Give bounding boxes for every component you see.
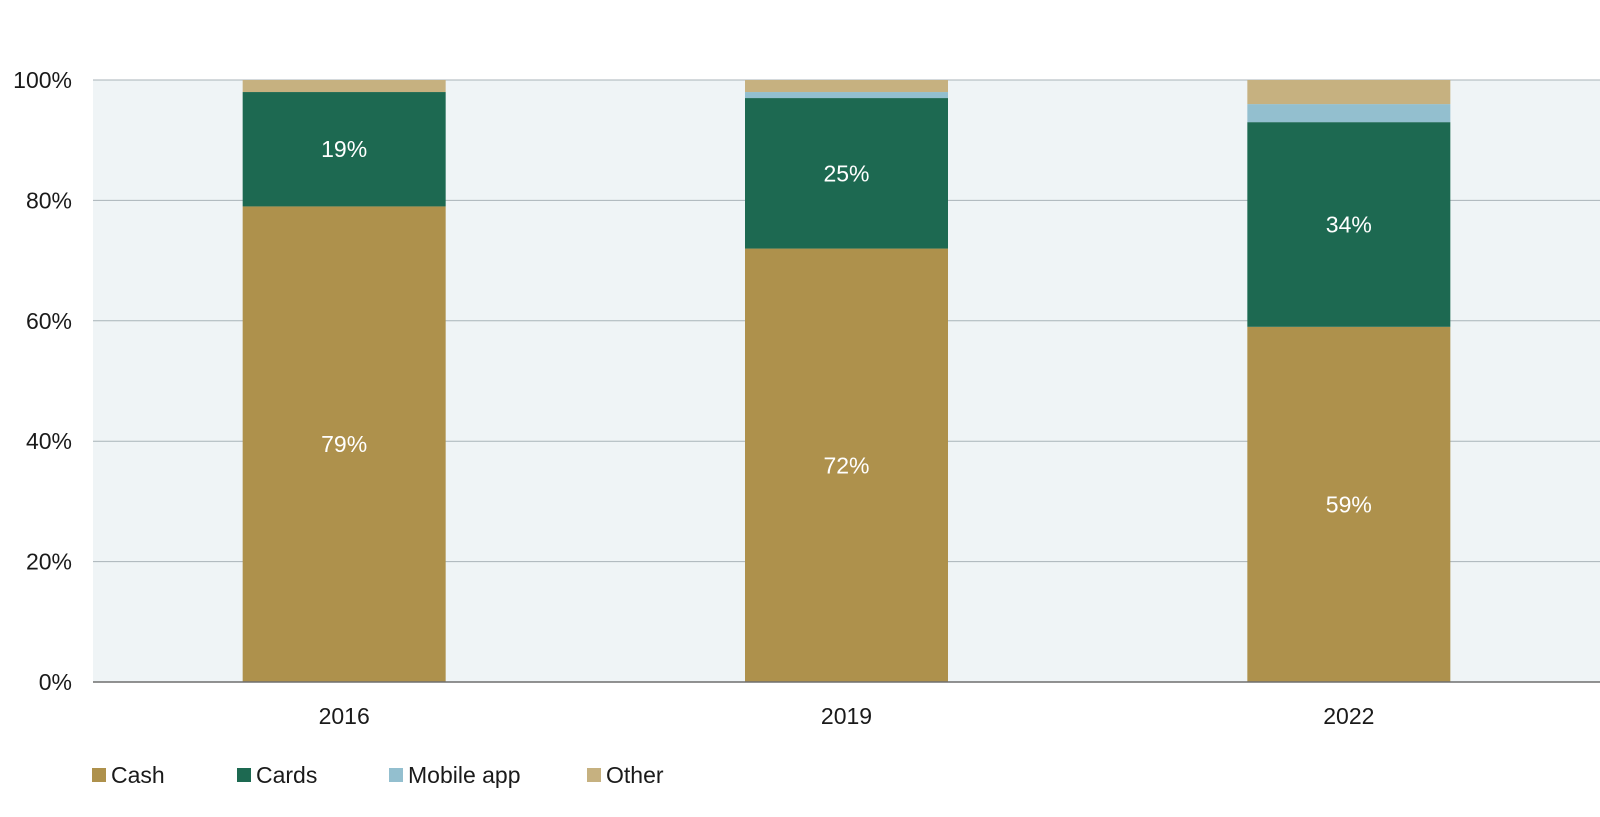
- x-axis-ticks: 2016 2019 2022: [319, 703, 1375, 729]
- bar-other-2019: [745, 80, 948, 93]
- bar-cash-2019: [745, 248, 948, 682]
- bar-cash-2022: [1247, 326, 1451, 682]
- x-tick-label-2016: 2016: [319, 703, 370, 729]
- data-label-cards-2016: 19%: [321, 136, 367, 162]
- bars: 79% 19% 72% 25% 59% 34%: [242, 80, 1451, 683]
- legend-swatch: [237, 768, 251, 782]
- bar-other-2016: [242, 80, 446, 93]
- y-tick-label: 60%: [26, 308, 72, 334]
- y-tick-label: 100%: [13, 67, 72, 93]
- bar-mobile-app-2019: [745, 92, 948, 99]
- legend: Cash Cards Mobile app Other: [92, 760, 677, 790]
- y-tick-label: 80%: [26, 187, 72, 213]
- legend-swatch: [587, 768, 601, 782]
- legend-label: Mobile app: [408, 761, 521, 788]
- legend-item-mobile-app: Mobile app: [389, 762, 587, 789]
- legend-swatch: [389, 768, 403, 782]
- y-tick-label: 20%: [26, 549, 72, 575]
- legend-label: Cash: [111, 761, 165, 788]
- y-tick-label: 40%: [26, 428, 72, 454]
- data-label-cash-2022: 59%: [1326, 491, 1372, 517]
- bar-cards-2022: [1247, 122, 1451, 327]
- bar-cards-2016: [242, 92, 446, 207]
- x-tick-label-2019: 2019: [821, 703, 872, 729]
- y-tick-label: 0%: [39, 669, 72, 695]
- data-label-cards-2019: 25%: [823, 160, 869, 186]
- legend-label: Other: [606, 761, 664, 788]
- bar-mobile-app-2022: [1247, 104, 1451, 123]
- bar-cash-2016: [242, 206, 446, 683]
- legend-item-cards: Cards: [237, 762, 389, 789]
- data-label-cash-2019: 72%: [823, 452, 869, 478]
- legend-swatch: [92, 768, 106, 782]
- legend-item-other: Other: [587, 762, 677, 789]
- y-axis-ticks: 0% 20% 40% 60% 80% 100%: [13, 67, 72, 695]
- legend-item-cash: Cash: [92, 762, 237, 789]
- x-tick-label-2022: 2022: [1323, 703, 1374, 729]
- bar-cards-2019: [745, 98, 948, 249]
- data-label-cards-2022: 34%: [1326, 211, 1372, 237]
- data-label-cash-2016: 79%: [321, 431, 367, 457]
- legend-label: Cards: [256, 761, 318, 788]
- bar-other-2022: [1247, 80, 1451, 105]
